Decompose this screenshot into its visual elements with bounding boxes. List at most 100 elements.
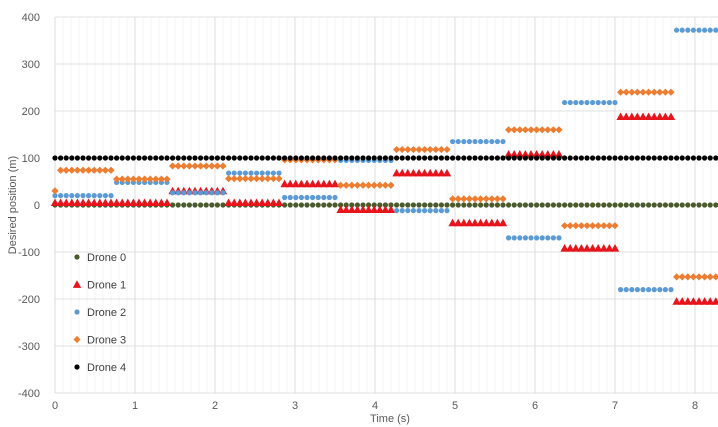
data-point: [498, 218, 508, 227]
data-point: [73, 198, 82, 207]
data-point: [51, 187, 59, 195]
data-point: [214, 190, 220, 196]
y-tick-label: -300: [18, 341, 40, 353]
data-point: [500, 155, 506, 161]
data-point: [326, 194, 332, 201]
data-point: [499, 195, 507, 203]
y-tick-label: 200: [22, 106, 40, 118]
data-point: [618, 287, 624, 293]
data-point: [640, 202, 646, 208]
data-point: [198, 202, 204, 208]
data-point: [426, 168, 435, 177]
data-point: [349, 202, 355, 208]
data-point: [483, 202, 489, 208]
data-point: [478, 138, 484, 145]
data-point: [310, 194, 316, 201]
data-point: [488, 195, 496, 203]
data-point: [612, 155, 618, 161]
data-point: [683, 297, 692, 305]
data-point: [252, 198, 261, 207]
data-point: [427, 208, 433, 214]
data-point: [711, 297, 718, 305]
data-point: [629, 155, 635, 161]
data-point: [102, 155, 108, 161]
data-point: [282, 202, 288, 208]
data-point: [651, 155, 657, 161]
legend-item: Drone 4: [74, 362, 126, 374]
data-point: [444, 208, 450, 214]
data-point: [639, 88, 647, 96]
data-point: [57, 166, 65, 174]
data-point: [123, 198, 132, 207]
data-point: [521, 126, 529, 134]
data-point: [360, 155, 366, 161]
data-point: [573, 202, 579, 208]
legend-label: Drone 2: [87, 307, 126, 319]
data-point: [258, 198, 267, 207]
data-point: [517, 202, 523, 208]
data-point: [450, 202, 456, 208]
data-point: [259, 155, 265, 161]
data-point: [174, 162, 182, 170]
data-point: [310, 155, 316, 161]
data-point: [304, 202, 310, 208]
data-point: [493, 218, 502, 227]
data-point: [321, 194, 327, 201]
data-point: [202, 162, 210, 170]
data-point: [326, 155, 332, 161]
data-point: [522, 155, 529, 161]
data-point: [522, 202, 529, 208]
data-point: [657, 202, 663, 208]
data-point: [95, 198, 104, 207]
data-point: [629, 202, 635, 208]
data-point: [422, 208, 428, 214]
data-point: [562, 155, 568, 161]
data-point: [108, 193, 114, 199]
data-point: [713, 202, 718, 208]
data-point: [258, 175, 266, 183]
data-point: [398, 145, 406, 154]
data-point: [650, 88, 658, 96]
data-point: [701, 273, 709, 281]
data-point: [572, 222, 580, 230]
data-point: [702, 202, 708, 208]
data-point: [455, 155, 461, 161]
data-point: [392, 168, 401, 177]
data-point: [489, 202, 495, 208]
data-point: [192, 202, 198, 208]
data-point: [627, 112, 636, 120]
data-point: [489, 155, 495, 161]
data-point: [276, 155, 282, 161]
data-point: [640, 287, 646, 293]
data-point: [543, 150, 552, 158]
data-point: [315, 194, 321, 201]
data-point: [562, 99, 568, 106]
data-point: [246, 198, 256, 207]
data-point: [376, 181, 384, 189]
data-point: [606, 202, 613, 208]
data-point: [102, 193, 108, 199]
data-point: [394, 208, 400, 214]
y-tick-label: -100: [18, 247, 40, 259]
data-point: [382, 202, 388, 208]
data-point: [466, 202, 472, 208]
data-point: [707, 27, 713, 33]
data-point: [545, 155, 551, 161]
y-axis-title: Desired position (m): [7, 156, 19, 254]
data-point: [545, 235, 551, 241]
data-point: [293, 194, 299, 201]
data-point: [679, 27, 685, 33]
data-point: [578, 155, 585, 161]
data-point: [275, 175, 283, 183]
data-point: [573, 155, 579, 161]
data-point: [522, 235, 529, 241]
data-point: [483, 155, 489, 161]
data-point: [80, 193, 86, 199]
data-point: [158, 155, 164, 161]
data-point: [661, 112, 670, 120]
data-point: [465, 218, 474, 227]
data-point: [461, 202, 467, 208]
data-point: [141, 175, 149, 183]
data-point: [427, 155, 433, 161]
data-point: [265, 170, 271, 176]
